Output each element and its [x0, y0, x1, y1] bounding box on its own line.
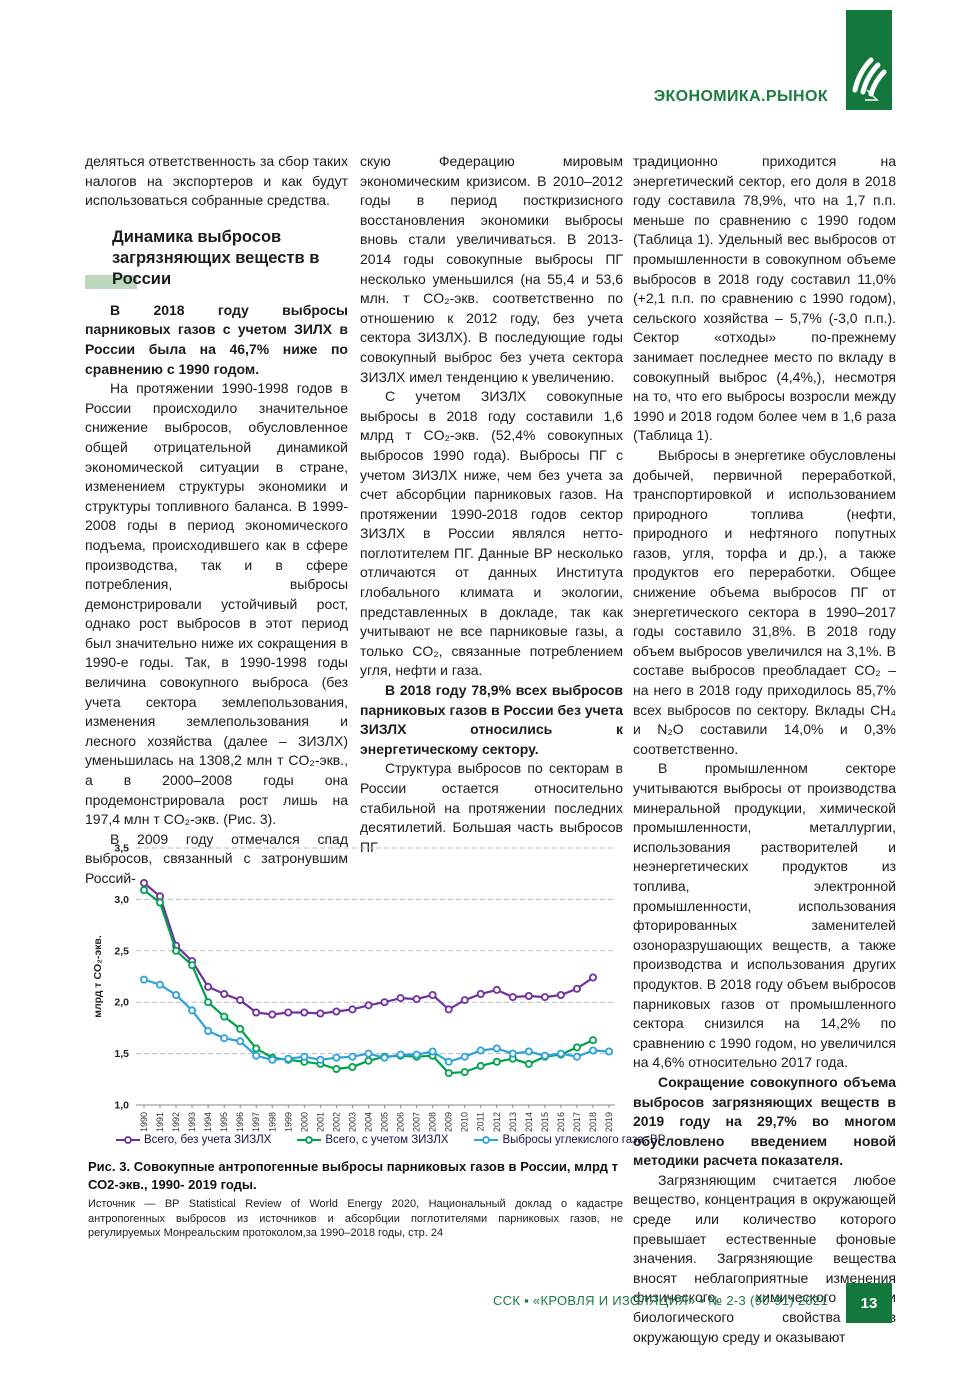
legend-item: Всего, с учетом ЗИЗЛХ	[297, 1134, 448, 1146]
svg-text:1998: 1998	[267, 1112, 277, 1132]
svg-text:2016: 2016	[556, 1112, 566, 1132]
svg-text:2003: 2003	[347, 1112, 357, 1132]
svg-text:1991: 1991	[155, 1112, 165, 1132]
figure-source: Источник — BP Statistical Review of Worl…	[88, 1198, 623, 1239]
page-number-value: 13	[860, 1294, 878, 1312]
svg-text:2015: 2015	[540, 1112, 550, 1132]
svg-text:1,0: 1,0	[114, 1100, 129, 1112]
svg-text:1997: 1997	[251, 1112, 261, 1132]
svg-text:1990: 1990	[139, 1112, 149, 1132]
legend-label: Всего, без учета ЗИЗЛХ	[144, 1134, 272, 1146]
svg-text:1992: 1992	[171, 1112, 181, 1132]
svg-text:2013: 2013	[508, 1112, 518, 1132]
article-heading: Динамика выбросов загрязняющих веществ в…	[85, 227, 348, 290]
svg-text:2011: 2011	[476, 1112, 486, 1131]
legend-label: Всего, с учетом ЗИЗЛХ	[325, 1134, 449, 1146]
page-number: 13	[846, 1283, 892, 1323]
publisher-logo	[846, 10, 892, 110]
paragraph: деляться ответственность за сбор таких н…	[85, 153, 348, 209]
paragraph: В 2009 году отмечался спад выбросов, свя…	[85, 830, 348, 886]
svg-text:3,0: 3,0	[114, 894, 129, 906]
svg-text:2014: 2014	[524, 1112, 534, 1132]
svg-text:1994: 1994	[203, 1112, 213, 1132]
legend-marker-icon	[116, 1136, 140, 1144]
svg-text:2007: 2007	[412, 1112, 422, 1132]
svg-text:2006: 2006	[396, 1112, 406, 1132]
svg-text:2010: 2010	[460, 1112, 470, 1132]
svg-text:2009: 2009	[444, 1112, 454, 1132]
legend-item: Всего, без учета ЗИЗЛХ	[116, 1134, 271, 1146]
svg-text:2001: 2001	[315, 1112, 325, 1132]
paragraph: традиционно приходится на энергетический…	[633, 153, 896, 444]
paragraph: Структура выбросов по секторам в России …	[360, 760, 623, 855]
paragraph: Выбросы в энергетике обусловлены добычей…	[633, 446, 896, 757]
paragraph: На протяжении 1990-1998 годов в России п…	[85, 380, 348, 828]
legend-marker-icon	[297, 1136, 322, 1144]
footer-journal-line: ССК ▪ «КРОВЛЯ И ИЗОЛЯЦИЯ» ▪ № 2-3 (90-91…	[492, 1293, 828, 1308]
heading-highlight-bar	[85, 274, 137, 289]
svg-text:2018: 2018	[588, 1112, 598, 1132]
svg-text:3,5: 3,5	[114, 843, 129, 855]
lead-paragraph: Сокращение совокупного объема выбросов з…	[633, 1073, 896, 1169]
paragraph: С учетом ЗИЗЛХ совокупные выбросы в 2018…	[360, 388, 623, 679]
svg-text:2002: 2002	[331, 1112, 341, 1132]
svg-text:млрд т CO₂-экв.: млрд т CO₂-экв.	[92, 935, 104, 1018]
chart-legend: Всего, без учета ЗИЗЛХ Всего, с учетом ЗИ…	[88, 1134, 665, 1146]
column-3: традиционно приходится на энергетический…	[633, 152, 896, 1347]
svg-text:2019: 2019	[604, 1112, 614, 1132]
section-label: ЭКОНОМИКА.РЫНОК	[653, 88, 828, 105]
paragraph: Загрязняющим считается любое вещество, к…	[633, 1171, 896, 1345]
svg-text:1999: 1999	[283, 1112, 293, 1132]
svg-text:2005: 2005	[380, 1112, 390, 1132]
leaf-icon	[852, 57, 887, 101]
svg-text:2,0: 2,0	[114, 997, 129, 1009]
legend-item: Выбросы углекислого газа, ВР	[474, 1134, 665, 1146]
column-1: деляться ответственность за сбор таких н…	[85, 152, 348, 889]
emissions-line-chart: 1,0 1,5 2,0 2,5 3,0 3,5 1990 1991 1992 1993 1994 19…	[92, 843, 615, 1132]
svg-text:1996: 1996	[235, 1112, 245, 1132]
legend-label: Выбросы углекислого газа, ВР	[502, 1134, 666, 1146]
svg-text:1,5: 1,5	[114, 1048, 129, 1060]
svg-text:2017: 2017	[572, 1112, 582, 1132]
svg-text:1993: 1993	[187, 1112, 197, 1132]
svg-text:2008: 2008	[428, 1112, 438, 1132]
figure-3: 1,0 1,5 2,0 2,5 3,0 3,5 1990 1991 1992 1993 1994 19…	[88, 838, 665, 1241]
legend-marker-icon	[474, 1136, 499, 1144]
svg-text:2,5: 2,5	[114, 945, 129, 957]
figure-caption: Рис. 3. Совокупные антропогенные выбросы…	[88, 1159, 618, 1192]
lead-paragraph: В 2018 году 78,9% всех выбросов парников…	[360, 682, 623, 757]
svg-text:2000: 2000	[299, 1112, 309, 1132]
svg-text:2004: 2004	[363, 1112, 373, 1132]
paragraph: В промышленном секторе учитываются выбро…	[633, 760, 896, 1071]
lead-paragraph: В 2018 году выбросы парниковых газов с у…	[85, 301, 348, 377]
column-2: скую Федерацию мировым экономическим кри…	[360, 152, 623, 857]
svg-text:2012: 2012	[492, 1112, 502, 1132]
svg-text:1995: 1995	[219, 1112, 229, 1132]
paragraph: скую Федерацию мировым экономическим кри…	[360, 153, 623, 385]
